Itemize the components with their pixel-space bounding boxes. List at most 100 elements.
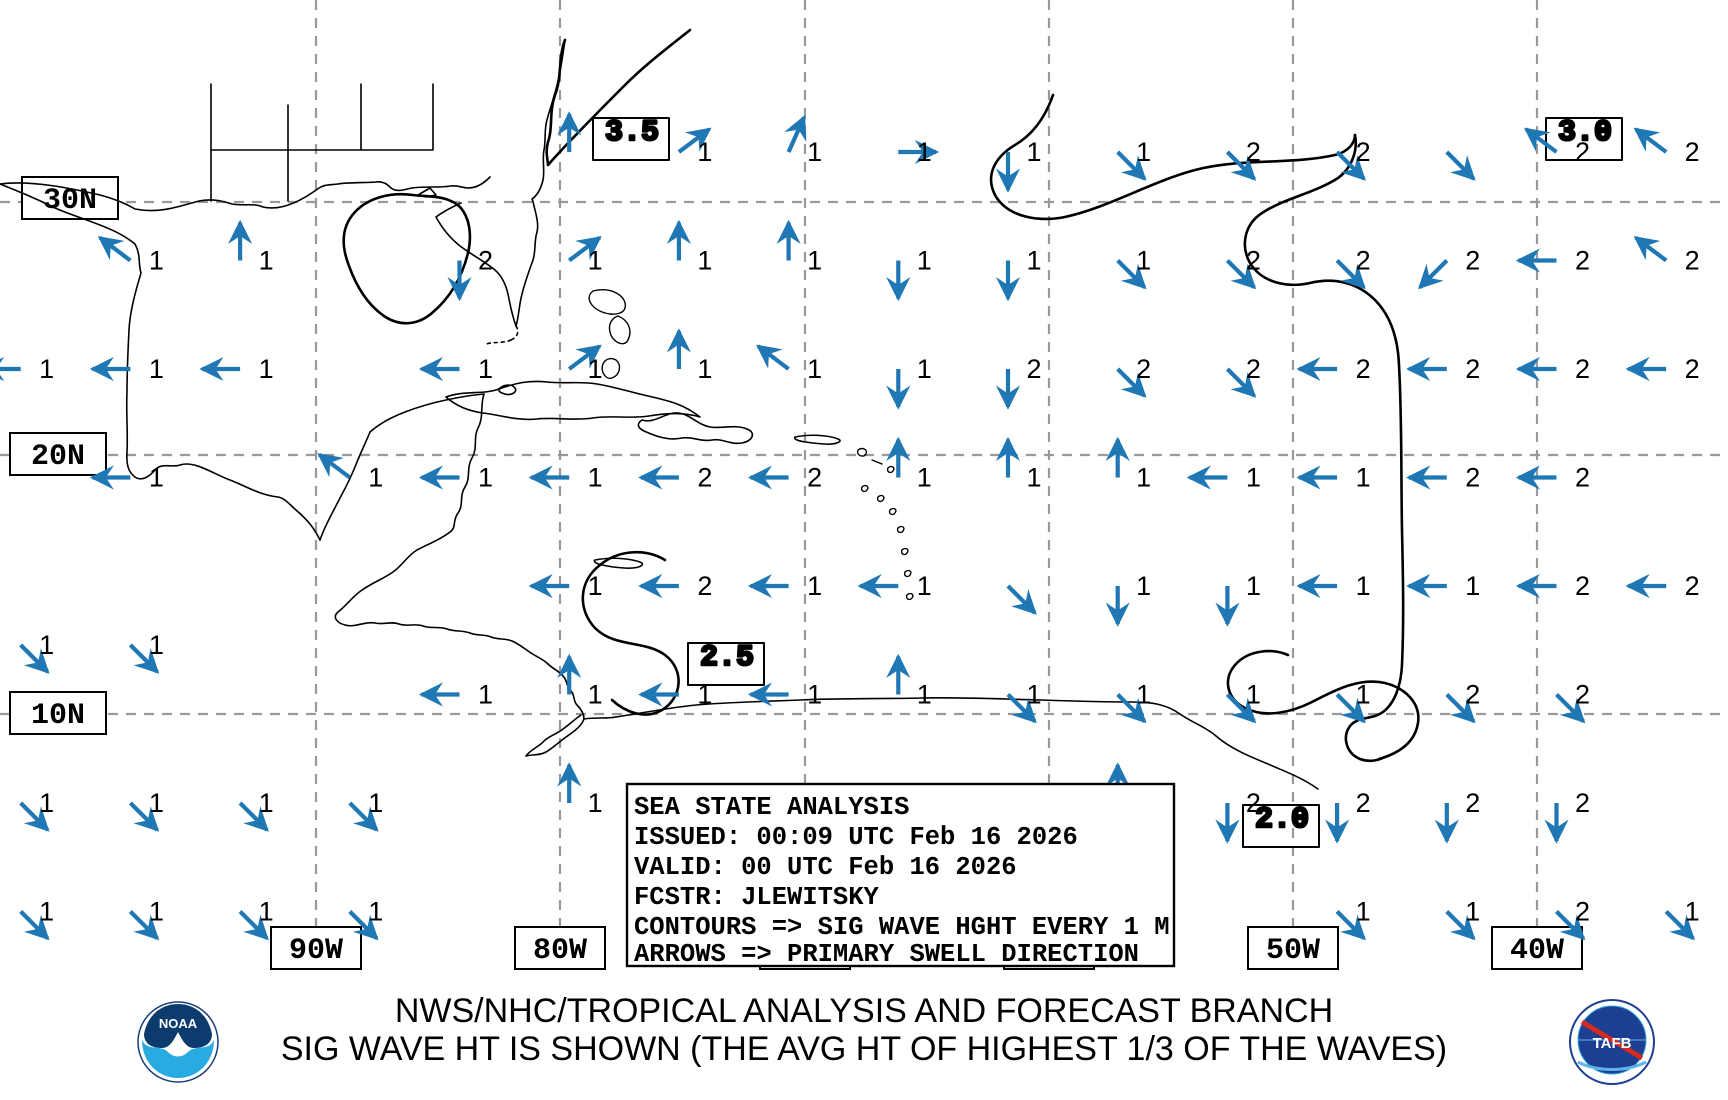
svg-text:1: 1 bbox=[1136, 137, 1151, 167]
svg-text:1: 1 bbox=[1026, 137, 1041, 167]
svg-text:ISSUED: 00:09 UTC Feb 16 2026: ISSUED: 00:09 UTC Feb 16 2026 bbox=[634, 823, 1078, 852]
svg-text:1: 1 bbox=[1356, 897, 1371, 927]
svg-text:1: 1 bbox=[478, 463, 493, 493]
svg-text:1: 1 bbox=[588, 680, 603, 710]
svg-text:2: 2 bbox=[1136, 354, 1151, 384]
svg-text:1: 1 bbox=[1465, 571, 1480, 601]
svg-text:1: 1 bbox=[39, 354, 54, 384]
svg-text:1: 1 bbox=[1685, 897, 1700, 927]
svg-text:1: 1 bbox=[588, 571, 603, 601]
svg-text:2: 2 bbox=[1575, 788, 1590, 818]
svg-text:10N: 10N bbox=[31, 699, 85, 733]
svg-text:1: 1 bbox=[1136, 463, 1151, 493]
svg-text:2.0: 2.0 bbox=[1255, 803, 1309, 837]
svg-text:1: 1 bbox=[149, 354, 164, 384]
svg-text:1: 1 bbox=[39, 788, 54, 818]
svg-text:90W: 90W bbox=[289, 934, 343, 968]
svg-text:1: 1 bbox=[39, 630, 54, 660]
svg-text:FCSTR: JLEWITSKY: FCSTR: JLEWITSKY bbox=[634, 883, 880, 912]
svg-text:1: 1 bbox=[259, 788, 274, 818]
svg-text:1: 1 bbox=[478, 354, 493, 384]
svg-text:1: 1 bbox=[917, 137, 932, 167]
svg-text:1: 1 bbox=[149, 463, 164, 493]
svg-text:3.5: 3.5 bbox=[605, 116, 659, 150]
svg-text:1: 1 bbox=[917, 680, 932, 710]
svg-text:1: 1 bbox=[697, 354, 712, 384]
svg-text:1: 1 bbox=[917, 463, 932, 493]
svg-text:40W: 40W bbox=[1510, 934, 1564, 968]
svg-text:1: 1 bbox=[1026, 246, 1041, 276]
svg-text:1: 1 bbox=[1465, 897, 1480, 927]
svg-text:2: 2 bbox=[1685, 571, 1700, 601]
svg-text:TAFB: TAFB bbox=[1593, 1035, 1632, 1052]
svg-text:2: 2 bbox=[1026, 354, 1041, 384]
svg-text:2: 2 bbox=[1246, 354, 1261, 384]
svg-text:2: 2 bbox=[1356, 137, 1371, 167]
svg-text:2: 2 bbox=[1465, 246, 1480, 276]
svg-text:2: 2 bbox=[1246, 246, 1261, 276]
svg-text:2: 2 bbox=[1356, 246, 1371, 276]
svg-text:1: 1 bbox=[149, 897, 164, 927]
svg-text:2: 2 bbox=[478, 246, 493, 276]
svg-text:NWS/NHC/TROPICAL ANALYSIS AND: NWS/NHC/TROPICAL ANALYSIS AND FORECAST B… bbox=[395, 992, 1333, 1030]
svg-text:2: 2 bbox=[1575, 354, 1590, 384]
svg-text:1: 1 bbox=[1246, 571, 1261, 601]
svg-text:NOAA: NOAA bbox=[159, 1016, 198, 1031]
svg-text:2: 2 bbox=[697, 571, 712, 601]
svg-text:1: 1 bbox=[368, 897, 383, 927]
svg-text:1: 1 bbox=[1356, 463, 1371, 493]
svg-text:VALID: 00 UTC Feb 16 2026: VALID: 00 UTC Feb 16 2026 bbox=[634, 853, 1017, 882]
svg-text:2: 2 bbox=[1465, 463, 1480, 493]
svg-text:1: 1 bbox=[807, 246, 822, 276]
svg-text:1: 1 bbox=[588, 788, 603, 818]
svg-text:1: 1 bbox=[149, 630, 164, 660]
svg-text:2: 2 bbox=[1465, 788, 1480, 818]
svg-text:2.5: 2.5 bbox=[700, 641, 754, 675]
svg-text:1: 1 bbox=[697, 137, 712, 167]
svg-text:1: 1 bbox=[917, 571, 932, 601]
svg-text:2: 2 bbox=[1575, 571, 1590, 601]
svg-text:ARROWS => PRIMARY SWELL DIR: ARROWS => PRIMARY SWELL DIRECTION bbox=[634, 940, 1139, 969]
svg-text:2: 2 bbox=[1575, 463, 1590, 493]
svg-text:1: 1 bbox=[259, 354, 274, 384]
svg-text:1: 1 bbox=[588, 463, 603, 493]
svg-text:1: 1 bbox=[1136, 680, 1151, 710]
svg-text:SEA STATE ANALYSIS: SEA STATE ANALYSIS bbox=[634, 793, 909, 822]
svg-text:2: 2 bbox=[1575, 137, 1590, 167]
svg-text:1: 1 bbox=[1026, 463, 1041, 493]
svg-text:80W: 80W bbox=[533, 934, 587, 968]
svg-text:1: 1 bbox=[588, 246, 603, 276]
svg-text:2: 2 bbox=[1465, 354, 1480, 384]
svg-text:1: 1 bbox=[588, 354, 603, 384]
svg-text:1: 1 bbox=[149, 246, 164, 276]
svg-text:1: 1 bbox=[917, 246, 932, 276]
svg-text:2: 2 bbox=[1575, 246, 1590, 276]
svg-text:1: 1 bbox=[807, 571, 822, 601]
svg-text:2: 2 bbox=[697, 463, 712, 493]
svg-text:1: 1 bbox=[807, 137, 822, 167]
svg-text:2: 2 bbox=[1465, 680, 1480, 710]
svg-text:50W: 50W bbox=[1266, 934, 1320, 968]
svg-text:1: 1 bbox=[697, 246, 712, 276]
svg-text:2: 2 bbox=[1575, 897, 1590, 927]
svg-text:1: 1 bbox=[807, 680, 822, 710]
svg-text:1: 1 bbox=[368, 788, 383, 818]
svg-text:2: 2 bbox=[1685, 246, 1700, 276]
svg-text:1: 1 bbox=[1136, 571, 1151, 601]
svg-text:1: 1 bbox=[39, 897, 54, 927]
svg-text:2: 2 bbox=[807, 463, 822, 493]
svg-text:2: 2 bbox=[1575, 680, 1590, 710]
svg-text:1: 1 bbox=[697, 680, 712, 710]
svg-text:SIG WAVE HT IS SHOWN (THE AVG: SIG WAVE HT IS SHOWN (THE AVG HT OF HIGH… bbox=[281, 1030, 1447, 1068]
svg-text:2: 2 bbox=[1685, 137, 1700, 167]
svg-text:2: 2 bbox=[1356, 788, 1371, 818]
svg-text:1: 1 bbox=[478, 680, 493, 710]
svg-text:1: 1 bbox=[1136, 246, 1151, 276]
svg-text:1: 1 bbox=[1356, 571, 1371, 601]
svg-text:1: 1 bbox=[917, 354, 932, 384]
svg-text:2: 2 bbox=[1246, 788, 1261, 818]
svg-text:1: 1 bbox=[1246, 463, 1261, 493]
svg-text:1: 1 bbox=[1356, 680, 1371, 710]
svg-text:1: 1 bbox=[807, 354, 822, 384]
svg-text:1: 1 bbox=[1246, 680, 1261, 710]
